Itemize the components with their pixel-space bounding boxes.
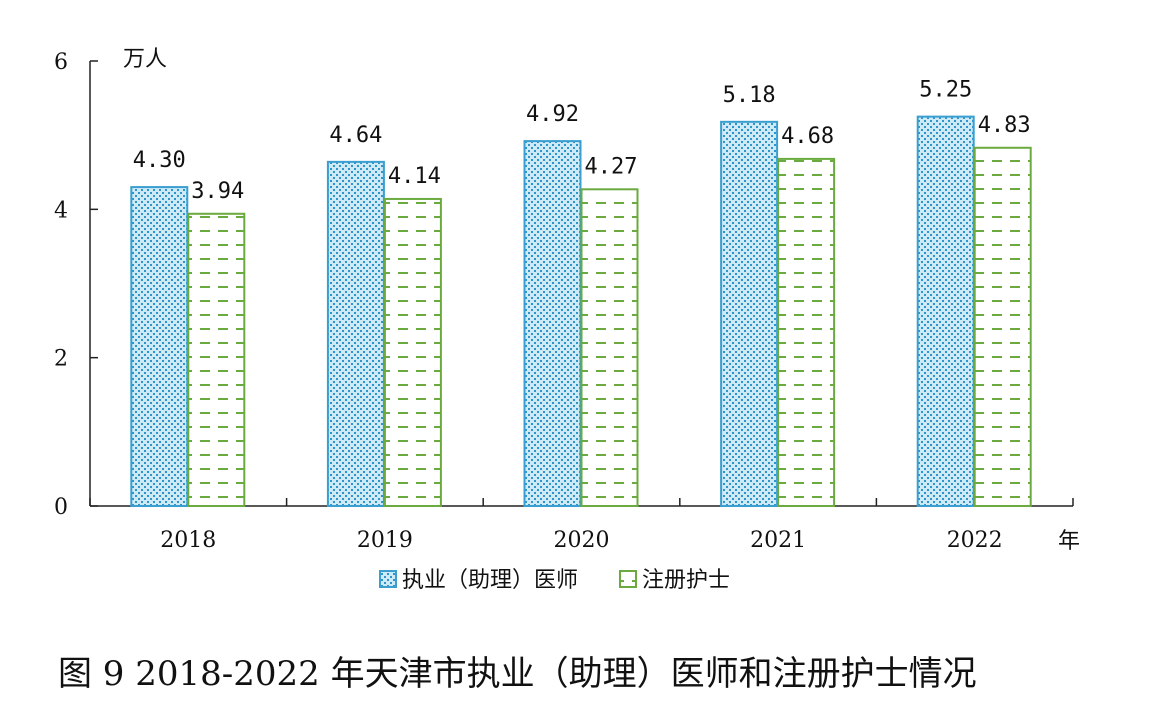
x-tick-label: 2018: [160, 528, 216, 553]
doctor-bar: [130, 186, 189, 507]
figure-caption: 图 9 2018-2022 年天津市执业（助理）医师和注册护士情况: [58, 654, 977, 694]
doctor-value-label: 5.25: [919, 78, 972, 103]
y-tick-label: 2: [54, 347, 68, 372]
legend-doctor-label: 执业（助理）医师: [402, 568, 578, 593]
doctor-value-label: 4.92: [526, 102, 579, 127]
doctor-bar: [916, 115, 975, 507]
x-tick-label: 2021: [750, 528, 806, 553]
x-tick-label: 2022: [947, 528, 1003, 553]
legend-nurse-swatch: [619, 570, 637, 588]
nurse-bar: [580, 188, 639, 508]
doctor-bar: [523, 140, 582, 507]
nurse-bar: [777, 157, 836, 507]
x-tick-label: 2019: [357, 528, 413, 553]
nurse-bar: [973, 146, 1032, 507]
doctor-bar: [720, 120, 779, 507]
labels: 0 2 4 6 万人年 4.303.94 2018 4.644.14 2019 4.92 4.27 2…: [54, 47, 1080, 554]
legend-doctor-swatch: [379, 570, 397, 588]
nurse-bar: [187, 212, 246, 508]
nurse-bar: [383, 197, 442, 507]
legend-nurse-label: 注册护士: [642, 568, 730, 593]
bar-chart: 0 2 4 6 万人年 4.303.94 2018 4.644.14 2019 4.92 4.27 2…: [54, 47, 1080, 593]
bars: [130, 115, 1032, 508]
y-tick-label: 6: [54, 50, 68, 75]
x-axis-unit: 年: [1058, 529, 1080, 554]
y-tick-label: 4: [54, 198, 68, 223]
x-tick-label: 2020: [554, 528, 610, 553]
nurse-value-label: 3.94: [191, 179, 244, 204]
nurse-value-label: 4.27: [585, 154, 638, 179]
nurse-value-label: 4.68: [781, 124, 834, 149]
doctor-value-label: 4.30: [133, 148, 186, 173]
y-axis-unit: 万人: [123, 47, 167, 72]
legend: 执业（助理）医师 注册护士: [379, 568, 730, 593]
nurse-value-label: 4.14: [388, 164, 441, 189]
doctor-bar: [326, 160, 385, 507]
doctor-value-label: 5.18: [723, 83, 776, 108]
nurse-value-label: 4.83: [978, 113, 1031, 138]
y-tick-label: 0: [54, 495, 68, 520]
doctor-value-label: 4.64: [329, 123, 382, 148]
